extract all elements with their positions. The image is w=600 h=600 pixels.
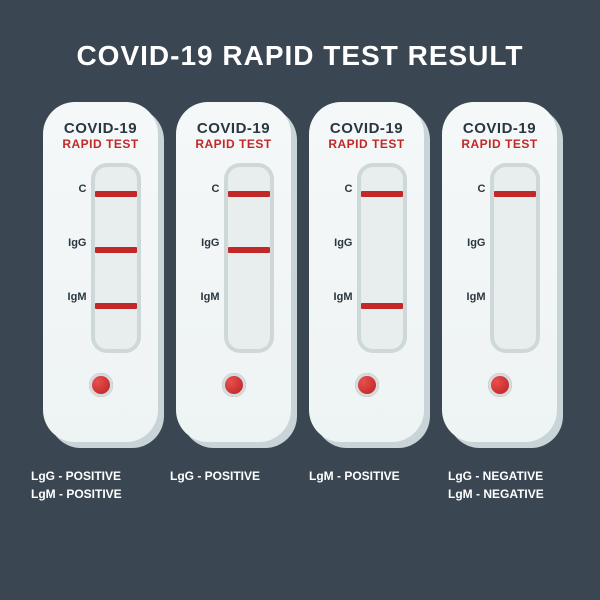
marker-labels: C IgG IgM: [61, 163, 91, 353]
marker-label: C: [194, 183, 220, 195]
results-row: LgG - POSITIVELgM - POSITIVELgG - POSITI…: [20, 467, 580, 503]
result-line: LgM - POSITIVE: [309, 467, 430, 485]
band-c: [228, 191, 270, 197]
page-title: COVID-19 RAPID TEST RESULT: [76, 40, 523, 72]
result-text: LgG - POSITIVELgM - POSITIVE: [31, 467, 152, 503]
result-line: LgG - NEGATIVE: [448, 467, 569, 485]
band-igg: [228, 247, 270, 253]
marker-labels: C IgG IgM: [460, 163, 490, 353]
test-window: C IgG IgM: [460, 163, 540, 353]
test-window: C IgG IgM: [61, 163, 141, 353]
marker-label: C: [327, 183, 353, 195]
band-c: [95, 191, 137, 197]
marker-label: C: [61, 183, 87, 195]
band-c: [494, 191, 536, 197]
cassette-title: COVID-19: [463, 120, 536, 137]
marker-labels: C IgG IgM: [194, 163, 224, 353]
sample-well: [222, 373, 246, 397]
test-strip: [95, 167, 137, 349]
test-cassette: COVID-19RAPID TEST C IgG IgM: [176, 102, 291, 442]
cassette-row: COVID-19RAPID TESTCIgGIgMCOVID-19RAPID T…: [43, 102, 557, 442]
marker-label: IgM: [460, 291, 486, 303]
marker-label: IgM: [194, 291, 220, 303]
test-window: C IgG IgM: [194, 163, 274, 353]
marker-label: IgG: [61, 237, 87, 249]
test-window: C IgG IgM: [327, 163, 407, 353]
band-igg: [95, 247, 137, 253]
result-text: LgG - NEGATIVELgM - NEGATIVE: [448, 467, 569, 503]
cassette-title: COVID-19: [64, 120, 137, 137]
cassette-body: COVID-19RAPID TEST C IgG IgM: [43, 102, 158, 442]
cassette-title: COVID-19: [330, 120, 403, 137]
test-strip: [361, 167, 403, 349]
result-text: LgG - POSITIVE: [170, 467, 291, 503]
test-cassette: COVID-19RAPID TEST C IgG IgM: [309, 102, 424, 442]
sample-well: [488, 373, 512, 397]
strip-frame: [490, 163, 540, 353]
result-line: LgM - NEGATIVE: [448, 485, 569, 503]
marker-label: IgG: [327, 237, 353, 249]
cassette-subtitle: RAPID TEST: [62, 137, 138, 151]
strip-frame: [357, 163, 407, 353]
strip-frame: [224, 163, 274, 353]
cassette-body: COVID-19RAPID TEST C IgG IgM: [176, 102, 291, 442]
sample-well: [89, 373, 113, 397]
cassette-subtitle: RAPID TEST: [461, 137, 537, 151]
result-line: LgG - POSITIVE: [31, 467, 152, 485]
marker-label: IgM: [327, 291, 353, 303]
marker-labels: C IgG IgM: [327, 163, 357, 353]
result-line: LgG - POSITIVE: [170, 467, 291, 485]
marker-label: C: [460, 183, 486, 195]
test-strip: [228, 167, 270, 349]
test-cassette: COVID-19RAPID TEST C IgG IgM: [43, 102, 158, 442]
band-igm: [95, 303, 137, 309]
marker-label: IgG: [194, 237, 220, 249]
cassette-subtitle: RAPID TEST: [328, 137, 404, 151]
result-text: LgM - POSITIVE: [309, 467, 430, 503]
band-c: [361, 191, 403, 197]
marker-label: IgM: [61, 291, 87, 303]
band-igm: [361, 303, 403, 309]
test-cassette: COVID-19RAPID TEST C IgG IgM: [442, 102, 557, 442]
strip-frame: [91, 163, 141, 353]
sample-well: [355, 373, 379, 397]
result-line: LgM - POSITIVE: [31, 485, 152, 503]
cassette-body: COVID-19RAPID TEST C IgG IgM: [442, 102, 557, 442]
test-strip: [494, 167, 536, 349]
marker-label: IgG: [460, 237, 486, 249]
cassette-body: COVID-19RAPID TEST C IgG IgM: [309, 102, 424, 442]
cassette-title: COVID-19: [197, 120, 270, 137]
cassette-subtitle: RAPID TEST: [195, 137, 271, 151]
